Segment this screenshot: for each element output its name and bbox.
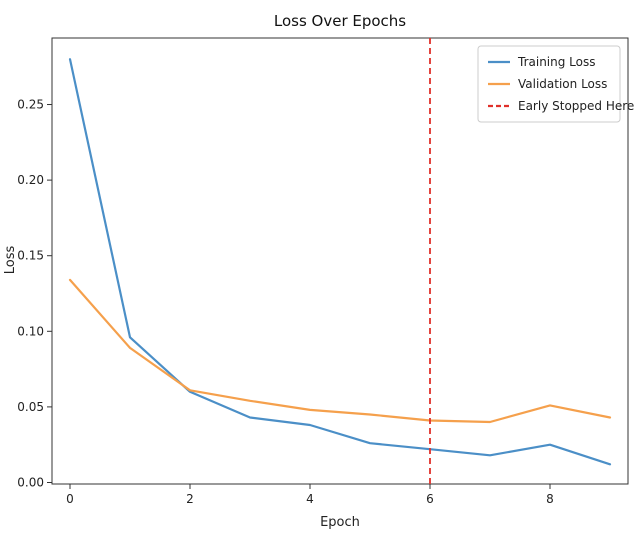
legend-item-early-stop: Early Stopped Here <box>488 99 634 113</box>
y-tick-label: 0.25 <box>17 98 44 112</box>
y-tick-label: 0.05 <box>17 400 44 414</box>
series-lines <box>68 38 612 484</box>
training-loss-line <box>68 58 612 466</box>
validation-loss-line <box>68 278 612 424</box>
x-tick-label: 2 <box>186 492 194 506</box>
x-tick-label: 6 <box>426 492 434 506</box>
x-tick-label: 0 <box>66 492 74 506</box>
x-axis-label: Epoch <box>320 515 360 530</box>
y-tick-label: 0.10 <box>17 324 44 338</box>
y-tick-label: 0.00 <box>17 475 44 489</box>
legend-box <box>477 45 621 123</box>
chart-title: Loss Over Epochs <box>274 12 406 30</box>
legend-label: Training Loss <box>517 55 595 69</box>
x-tick-label: 8 <box>546 492 554 506</box>
legend-item-training-loss: Training Loss <box>488 55 595 69</box>
x-tick-label: 4 <box>306 492 314 506</box>
legend: Training Loss Validation Loss Early Stoppe… <box>477 45 634 123</box>
y-tick-label: 0.15 <box>17 249 44 263</box>
plot-area-frame <box>51 37 629 485</box>
legend-label: Validation Loss <box>518 77 607 91</box>
y-tick-label: 0.20 <box>17 173 44 187</box>
legend-label: Early Stopped Here <box>518 99 634 113</box>
axis-ticks: 0 2 4 6 8 0.00 0.05 0.10 0.15 0.20 0.25 <box>17 98 554 506</box>
legend-item-validation-loss: Validation Loss <box>488 77 607 91</box>
y-axis-label: Loss <box>3 246 18 275</box>
